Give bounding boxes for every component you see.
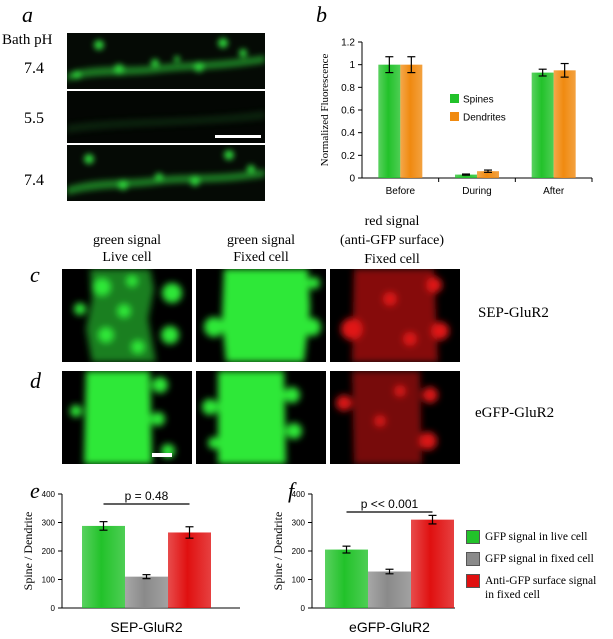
col-header-2-line1: green signal [226, 233, 296, 248]
y-tick-label: 0 [349, 174, 355, 185]
y-axis-label: Spine / Dendrite [21, 512, 35, 591]
p-value-annotation: p << 0.001 [361, 497, 419, 511]
y-tick-label: 0.6 [341, 106, 355, 117]
col-header-3-line3: Fixed cell [364, 252, 420, 267]
col-header-1-line1: green signal [92, 233, 162, 248]
bar-spines [378, 64, 401, 178]
micrograph-egfp-live-green [62, 371, 192, 464]
legend-item-anti: Anti-GFP surface signal in fixed cell [466, 574, 613, 602]
row-label-sep-gluR2: SEP-GluR2 [478, 305, 549, 321]
scale-bar [152, 453, 172, 457]
legend-label-live: GFP signal in live cell [485, 531, 588, 543]
y-tick-label: 300 [292, 519, 306, 528]
y-tick-label: 100 [42, 576, 56, 585]
y-tick-label: 400 [292, 490, 306, 499]
micrograph-ph-7-4-after [67, 145, 265, 201]
panel-label-c: c [30, 262, 40, 287]
ph-label-3: 7.4 [24, 172, 44, 189]
legend-swatch-green [466, 530, 480, 544]
legend-label-dendrites: Dendrites [463, 113, 506, 124]
col-header-2: green signal Fixed cell [196, 232, 326, 266]
col-header-1-line2: Live cell [102, 250, 152, 265]
legend-label-anti: Anti-GFP surface signal in fixed cell [485, 574, 596, 602]
micrograph-sep-live-green [62, 269, 192, 362]
panel-label-f: f [288, 478, 295, 503]
bar [325, 549, 368, 608]
ph-label-1: 7.4 [24, 60, 44, 77]
scale-bar [215, 135, 261, 138]
bar-spines [531, 72, 554, 178]
y-tick-label: 200 [292, 547, 306, 556]
legend-swatch-gray [466, 552, 480, 566]
y-tick-label: 300 [42, 519, 56, 528]
ph-label-2: 5.5 [24, 110, 44, 127]
row-label-egfp-gluR2: eGFP-GluR2 [475, 405, 555, 421]
bar-dendrites [477, 171, 499, 178]
legend-label-fixed: GFP signal in fixed cell [485, 553, 594, 565]
col-header-2-line2: Fixed cell [233, 250, 289, 265]
bar [411, 519, 454, 608]
bar-dendrites [400, 64, 423, 178]
micrograph-ph-5-5-during [67, 91, 265, 143]
micrograph-ph-7-4-before [67, 33, 265, 89]
legend-label-anti-2: in fixed cell [485, 589, 540, 601]
chart-b: 0 0.2 0.4 0.6 0.8 1 1.2 Normalized Fluorescence… [319, 38, 593, 197]
bar [168, 532, 211, 608]
micrograph-egfp-fixed-green [196, 371, 326, 464]
y-tick-label: 0.4 [341, 128, 355, 139]
micrograph-sep-fixed-red [330, 269, 460, 362]
legend-item-fixed: GFP signal in fixed cell [466, 552, 613, 566]
bar [125, 576, 168, 608]
col-header-3-line2: (anti-GFP surface) [339, 233, 445, 248]
legend-item-live: GFP signal in live cell [466, 530, 613, 544]
chart-f: 0 100 200 300 400 Spine / Dendrite p << 0.001 e… [271, 490, 455, 635]
legend-swatch-spines [450, 94, 459, 103]
panel-label-a: a [22, 2, 33, 27]
y-tick-label: 400 [42, 490, 56, 499]
bar-spines [455, 174, 477, 178]
legend-swatch-red [466, 574, 480, 588]
y-axis-label: Spine / Dendrite [271, 512, 285, 591]
y-tick-label: 0.8 [341, 83, 355, 94]
bar [82, 525, 125, 608]
y-tick-label: 0 [51, 604, 56, 613]
legend-swatch-dendrites [450, 112, 459, 121]
panel-label-b: b [316, 2, 327, 27]
p-value-annotation: p = 0.48 [125, 489, 169, 503]
panel-label-e: e [30, 478, 40, 503]
x-axis-label: eGFP-GluR2 [349, 619, 430, 635]
x-tick-label: During [462, 186, 491, 197]
y-tick-label: 1.2 [341, 38, 355, 49]
y-tick-label: 1 [349, 60, 355, 71]
bar-dendrites [553, 70, 576, 178]
col-header-3-line1: red signal [364, 214, 420, 229]
legend-ef: GFP signal in live cell GFP signal in fi… [466, 530, 613, 602]
legend-label-anti-1: Anti-GFP surface signal [485, 575, 597, 587]
y-tick-label: 200 [42, 547, 56, 556]
x-tick-label: Before [386, 186, 416, 197]
col-header-1: green signal Live cell [62, 232, 192, 266]
x-axis-label: SEP-GluR2 [110, 619, 183, 635]
y-tick-label: 100 [292, 576, 306, 585]
y-axis-label: Normalized Fluorescence [319, 54, 331, 167]
micrograph-sep-fixed-green [196, 269, 326, 362]
legend-label-spines: Spines [463, 95, 494, 106]
y-tick-label: 0 [301, 604, 306, 613]
y-tick-label: 0.2 [341, 151, 355, 162]
chart-e: 0 100 200 300 400 Spine / Dendrite p = 0.48 SEP… [21, 489, 240, 635]
col-header-3: red signal (anti-GFP surface) Fixed cell [318, 212, 466, 269]
x-tick-label: After [543, 186, 565, 197]
panel-label-d: d [30, 368, 41, 393]
bar [368, 571, 411, 608]
bath-ph-header: Bath pH [2, 32, 53, 48]
micrograph-egfp-fixed-red [330, 371, 460, 464]
